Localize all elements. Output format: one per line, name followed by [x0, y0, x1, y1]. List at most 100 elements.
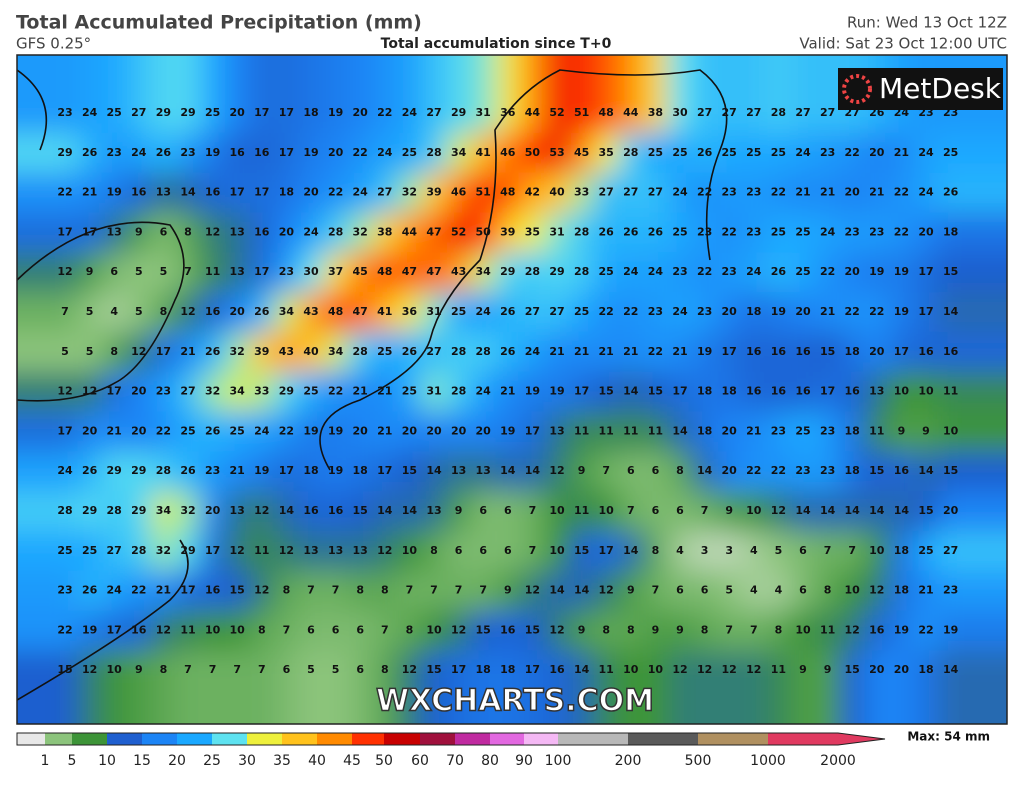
- value-label: 24: [107, 584, 123, 597]
- value-label: 16: [205, 186, 221, 199]
- field-cell: [372, 570, 399, 612]
- value-label: 40: [303, 345, 319, 358]
- colorbar-segment: [212, 733, 248, 745]
- field-cell: [274, 252, 300, 294]
- value-label: 17: [107, 385, 122, 398]
- field-cell: [495, 411, 522, 453]
- value-label: 8: [627, 623, 635, 636]
- field-cell: [421, 491, 448, 532]
- value-label: 8: [283, 584, 291, 597]
- colorbar-segment: [490, 733, 525, 745]
- value-label: 16: [845, 385, 861, 398]
- value-label: 46: [451, 186, 467, 199]
- value-label: 35: [599, 146, 614, 159]
- value-label: 11: [869, 424, 884, 437]
- field-cell: [17, 530, 79, 572]
- value-label: 3: [701, 544, 709, 557]
- value-label: 23: [156, 385, 171, 398]
- field-cell: [126, 371, 153, 413]
- value-label: 21: [869, 186, 884, 199]
- value-label: 24: [672, 305, 688, 318]
- field-cell: [274, 212, 300, 254]
- value-label: 9: [455, 504, 463, 517]
- field-cell: [175, 292, 202, 333]
- value-label: 25: [722, 146, 737, 159]
- field-cell: [667, 610, 694, 652]
- field-cell: [421, 252, 448, 294]
- field-cell: [126, 252, 153, 294]
- value-label: 5: [86, 345, 94, 358]
- field-cell: [249, 212, 276, 254]
- value-label: 28: [574, 265, 589, 278]
- colorbar-segment: [384, 733, 421, 745]
- value-label: 20: [303, 186, 319, 199]
- field-cell: [741, 570, 768, 612]
- colorbar-tick-label: 45: [343, 753, 361, 769]
- colorbar-segment: [72, 733, 108, 745]
- field-cell: [593, 371, 620, 413]
- value-label: 14: [869, 504, 885, 517]
- value-label: 6: [701, 584, 709, 597]
- field-cell: [766, 650, 792, 724]
- field-cell: [175, 570, 202, 612]
- field-cell: [17, 252, 79, 294]
- value-label: 11: [943, 385, 958, 398]
- field-cell: [815, 491, 841, 532]
- value-label: 9: [652, 623, 660, 636]
- field-cell: [470, 132, 497, 174]
- field-cell: [618, 491, 645, 532]
- value-label: 13: [230, 265, 245, 278]
- field-cell: [790, 650, 817, 724]
- field-cell: [643, 411, 669, 453]
- field-cell: [839, 132, 866, 174]
- field-cell: [766, 610, 792, 652]
- field-cell: [889, 331, 915, 373]
- field-cell: [298, 55, 325, 134]
- value-label: 26: [205, 345, 221, 358]
- value-label: 9: [504, 584, 512, 597]
- value-label: 26: [180, 464, 196, 477]
- value-label: 3: [725, 544, 733, 557]
- value-label: 7: [725, 623, 733, 636]
- value-label: 6: [160, 225, 168, 238]
- value-label: 28: [156, 464, 171, 477]
- value-label: 9: [135, 663, 143, 676]
- value-label: 11: [771, 663, 786, 676]
- field-cell: [569, 530, 595, 572]
- field-cell: [77, 530, 103, 572]
- value-label: 16: [549, 663, 565, 676]
- value-label: 21: [820, 305, 835, 318]
- field-cell: [864, 292, 891, 333]
- value-label: 18: [279, 186, 294, 199]
- value-label: 17: [205, 544, 220, 557]
- value-label: 19: [894, 265, 909, 278]
- field-cell: [249, 491, 276, 532]
- value-label: 39: [500, 225, 515, 238]
- field-cell: [347, 371, 374, 413]
- value-label: 50: [476, 225, 492, 238]
- field-cell: [569, 55, 595, 134]
- value-label: 5: [61, 345, 69, 358]
- field-cell: [347, 172, 374, 214]
- value-label: 6: [676, 504, 684, 517]
- value-label: 9: [922, 424, 930, 437]
- value-label: 25: [943, 146, 958, 159]
- value-label: 17: [230, 186, 245, 199]
- value-label: 18: [697, 424, 712, 437]
- value-label: 12: [549, 623, 564, 636]
- value-label: 24: [402, 106, 418, 119]
- value-label: 21: [156, 584, 171, 597]
- field-cell: [593, 252, 620, 294]
- value-label: 17: [894, 345, 909, 358]
- value-label: 14: [525, 464, 541, 477]
- field-cell: [938, 610, 1007, 652]
- value-label: 28: [525, 265, 540, 278]
- colorbar-segment: [420, 733, 456, 745]
- value-label: 22: [57, 186, 72, 199]
- value-label: 25: [205, 106, 220, 119]
- model: GFS 0.25°: [16, 35, 91, 53]
- value-label: 20: [476, 424, 492, 437]
- value-label: 10: [894, 385, 910, 398]
- field-cell: [372, 331, 399, 373]
- value-label: 14: [943, 305, 959, 318]
